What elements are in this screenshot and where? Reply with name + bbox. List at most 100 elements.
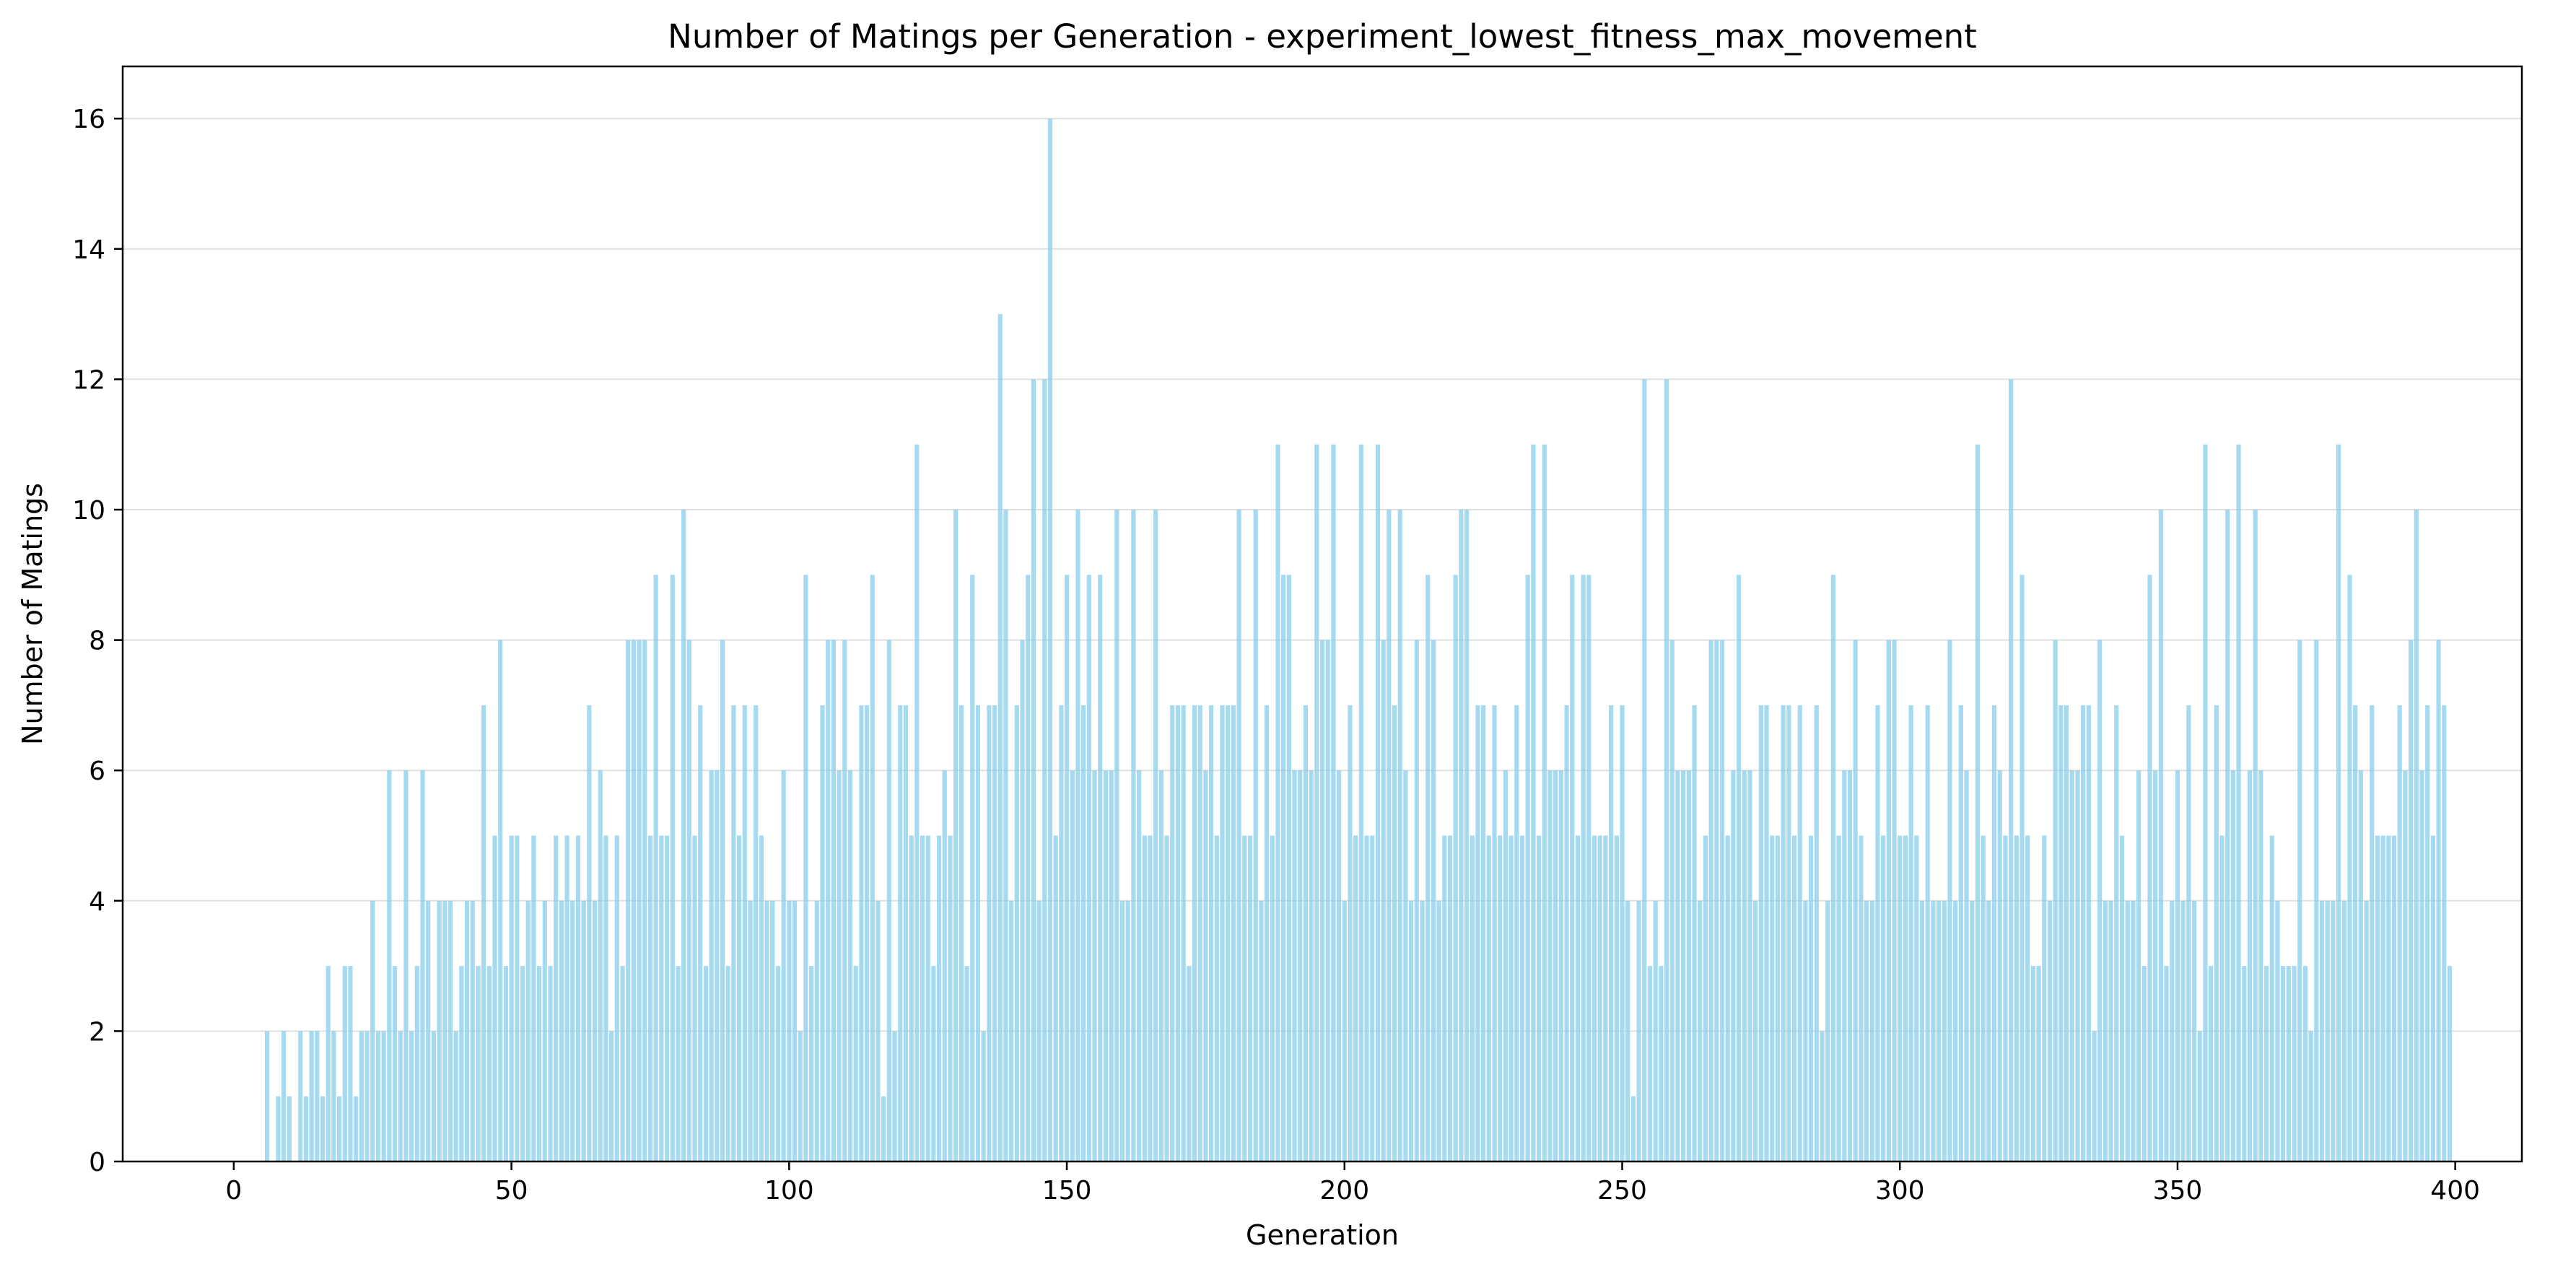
bar: [1092, 770, 1097, 1161]
bar: [342, 966, 347, 1161]
bar: [914, 444, 920, 1161]
bar: [1137, 770, 1142, 1161]
bar: [892, 1031, 897, 1161]
bar: [1081, 705, 1086, 1161]
bar: [1053, 835, 1058, 1161]
bar: [2292, 966, 2297, 1161]
bar: [2180, 900, 2186, 1161]
bar: [303, 1096, 308, 1161]
bar: [2086, 705, 2091, 1161]
bar: [1675, 770, 1680, 1161]
bar: [1981, 835, 1986, 1161]
bar: [1197, 705, 1202, 1161]
bar: [886, 640, 891, 1161]
bar: [2319, 900, 2325, 1161]
bar: [298, 1031, 303, 1161]
bar: [1236, 510, 1241, 1161]
bar: [1847, 770, 1853, 1161]
bar: [1397, 510, 1402, 1161]
bar: [1220, 705, 1225, 1161]
bar: [1231, 705, 1236, 1161]
bar: [1864, 900, 1869, 1161]
bar: [1781, 705, 1786, 1161]
bar: [481, 705, 486, 1161]
bar: [464, 900, 470, 1161]
bar: [1786, 705, 1791, 1161]
y-tick-label: 8: [89, 627, 105, 656]
bar: [2397, 705, 2402, 1161]
bar: [459, 966, 464, 1161]
bar: [2097, 640, 2103, 1161]
bar: [1026, 575, 1031, 1161]
bar: [592, 900, 598, 1161]
x-axis-label: Generation: [1246, 1219, 1399, 1251]
bar: [1803, 900, 1808, 1161]
bar: [964, 966, 969, 1161]
bar: [987, 705, 992, 1161]
bar: [1586, 575, 1592, 1161]
bar: [1991, 705, 1997, 1161]
bar: [1770, 835, 1775, 1161]
y-tick-label: 10: [72, 496, 105, 526]
bar: [1475, 705, 1480, 1161]
bar: [2197, 1031, 2202, 1161]
bar: [281, 1031, 287, 1161]
bar: [2302, 966, 2308, 1161]
bar: [476, 966, 481, 1161]
bar: [909, 835, 914, 1161]
bar: [1986, 900, 1991, 1161]
bar: [1364, 835, 1369, 1161]
bar: [1498, 835, 1503, 1161]
bar: [1630, 1096, 1636, 1161]
bar: [1942, 900, 1947, 1161]
bar: [1575, 835, 1581, 1161]
bar: [2386, 835, 2391, 1161]
bar: [2269, 835, 2274, 1161]
bar: [2414, 510, 2419, 1161]
bar: [1886, 640, 1891, 1161]
bar: [642, 640, 647, 1161]
bar: [876, 900, 881, 1161]
bar: [1226, 705, 1231, 1161]
bar: [925, 835, 930, 1161]
bar: [1681, 770, 1686, 1161]
bar: [337, 1096, 342, 1161]
bar: [1937, 900, 1942, 1161]
bar: [2281, 966, 2286, 1161]
bar: [742, 705, 747, 1161]
bar: [1181, 705, 1186, 1161]
bar: [1797, 705, 1802, 1161]
bar: [398, 1031, 403, 1161]
bar: [431, 1031, 436, 1161]
bar: [1325, 640, 1330, 1161]
bar: [1853, 640, 1858, 1161]
bar: [2230, 770, 2235, 1161]
bar: [2353, 705, 2358, 1161]
bar: [881, 1096, 886, 1161]
bar: [692, 835, 697, 1161]
bar: [1459, 510, 1464, 1161]
bar: [1003, 510, 1008, 1161]
bar: [1264, 705, 1270, 1161]
bar: [698, 705, 703, 1161]
bar: [1187, 966, 1192, 1161]
bar: [1064, 575, 1070, 1161]
x-axis-ticks: 0 50 100 150 200 250 300 350 400: [225, 1161, 2480, 1206]
bar: [2014, 835, 2019, 1161]
bar: [2103, 900, 2108, 1161]
bar: [1903, 835, 1908, 1161]
bar: [392, 966, 398, 1161]
bar: [276, 1096, 281, 1161]
bar: [903, 705, 908, 1161]
bar: [2253, 510, 2258, 1161]
bar: [1098, 575, 1103, 1161]
bar: [1692, 705, 1697, 1161]
y-tick-label: 16: [72, 105, 105, 134]
bar: [2403, 770, 2408, 1161]
bar: [1175, 705, 1181, 1161]
bar: [1414, 640, 1419, 1161]
bar: [764, 900, 769, 1161]
bar: [1775, 835, 1781, 1161]
bar: [759, 835, 764, 1161]
x-tick-label: 250: [1597, 1176, 1647, 1206]
